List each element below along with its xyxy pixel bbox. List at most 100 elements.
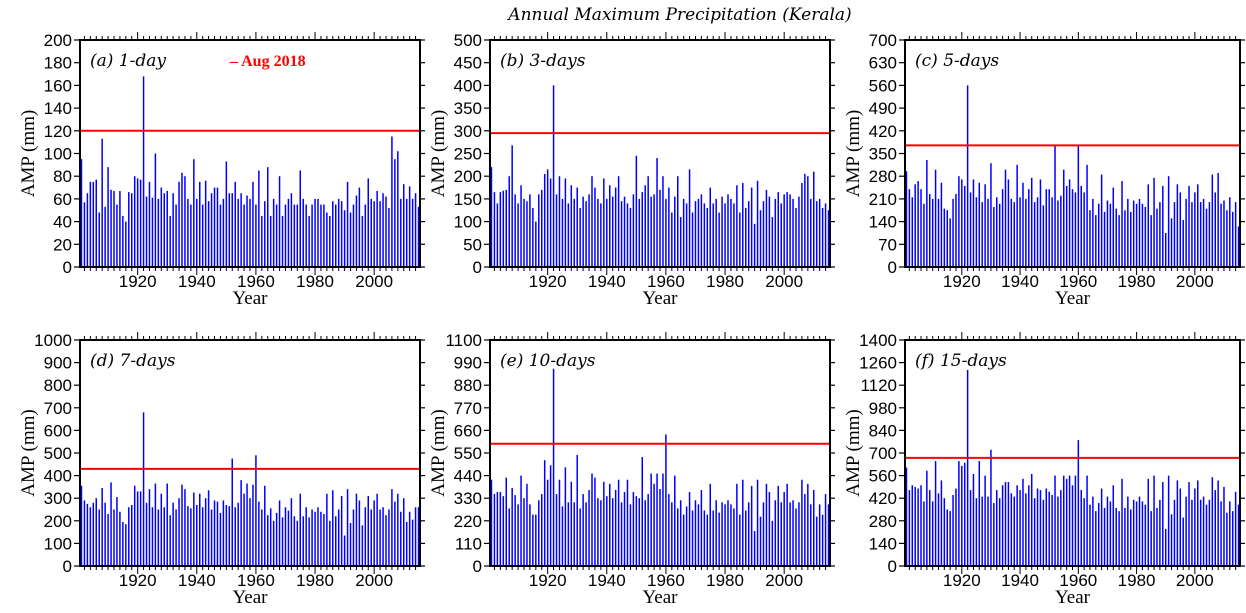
figure-title: Annual Maximum Precipitation (Kerala) xyxy=(506,5,851,25)
y-tick-label: 800 xyxy=(44,376,72,395)
y-tick-label: 990 xyxy=(454,354,482,373)
x-tick-label: 1980 xyxy=(296,571,334,590)
y-tick-label: 300 xyxy=(454,122,482,141)
y-tick-label: 140 xyxy=(869,534,897,553)
y-tick-label: 440 xyxy=(454,467,482,486)
x-axis: 1920 1940 1960 1980 2000 xyxy=(908,332,1237,590)
y-tick-label: 1260 xyxy=(859,354,897,373)
y-axis-label: AMP (mm) xyxy=(18,110,39,197)
x-tick-label: 1920 xyxy=(119,571,157,590)
x-axis: 1920 1940 1960 1980 2000 xyxy=(83,332,417,590)
x-tick-label: 1980 xyxy=(706,571,744,590)
y-tick-label: 160 xyxy=(44,76,72,95)
x-tick-label: 1960 xyxy=(647,571,685,590)
x-tick-label: 1940 xyxy=(178,571,216,590)
y-tick-label: 840 xyxy=(869,421,897,440)
y-axis-label: AMP (mm) xyxy=(18,409,39,496)
y-tick-label: 100 xyxy=(454,213,482,232)
x-tick-label: 1980 xyxy=(1118,571,1156,590)
y-tick-label: 490 xyxy=(869,99,897,118)
y-tick-label: 250 xyxy=(454,145,482,164)
y-axis-label: AMP (mm) xyxy=(843,110,864,197)
y-tick-label: 80 xyxy=(53,167,72,186)
x-axis-label: Year xyxy=(642,288,678,309)
y-tick-label: 280 xyxy=(869,167,897,186)
x-axis-label: Year xyxy=(232,288,268,309)
y-tick-label: 210 xyxy=(869,190,897,209)
bars xyxy=(490,368,830,566)
y-tick-label: 0 xyxy=(888,258,897,277)
x-tick-label: 2000 xyxy=(1176,272,1214,291)
x-axis-label: Year xyxy=(1055,587,1091,608)
x-tick-label: 2000 xyxy=(1176,571,1214,590)
y-tick-label: 560 xyxy=(869,467,897,486)
y-tick-label: 180 xyxy=(44,54,72,73)
y-tick-label: 420 xyxy=(869,122,897,141)
x-tick-label: 1960 xyxy=(647,272,685,291)
bars xyxy=(490,85,830,267)
y-tick-label: 0 xyxy=(473,557,482,576)
y-axis: 0 100 200 300 400 500 600 700 800 900 1000 xyxy=(34,331,425,576)
y-tick-label: 400 xyxy=(454,76,482,95)
y-tick-label: 70 xyxy=(878,235,897,254)
x-tick-label: 1960 xyxy=(1059,272,1097,291)
y-tick-label: 220 xyxy=(454,512,482,531)
y-tick-label: 200 xyxy=(44,31,72,50)
x-tick-label: 1920 xyxy=(119,272,157,291)
y-tick-label: 120 xyxy=(44,122,72,141)
y-tick-label: 350 xyxy=(869,145,897,164)
x-tick-label: 1940 xyxy=(178,272,216,291)
panel-label: (e) 10-days xyxy=(500,351,596,371)
x-axis: 1920 1940 1960 1980 2000 xyxy=(908,32,1237,291)
y-tick-label: 450 xyxy=(454,54,482,73)
x-axis-label: Year xyxy=(1055,288,1091,309)
panel-e: 0 110 220 330 440 550 660 770 880 990 1100 1920 1940… xyxy=(428,331,835,608)
y-tick-label: 60 xyxy=(53,190,72,209)
x-tick-label: 1940 xyxy=(588,571,626,590)
bars xyxy=(905,85,1240,267)
y-tick-label: 1000 xyxy=(34,331,72,350)
y-tick-label: 0 xyxy=(473,258,482,277)
y-tick-label: 280 xyxy=(869,512,897,531)
y-tick-label: 100 xyxy=(44,534,72,553)
x-axis: 1920 1940 1960 1980 2000 xyxy=(83,32,417,291)
panel-label: (f) 15-days xyxy=(915,351,1007,371)
y-tick-label: 770 xyxy=(454,399,482,418)
y-tick-label: 700 xyxy=(869,444,897,463)
y-axis: 0 20 40 60 80 100 120 140 160 180 200 xyxy=(44,31,425,277)
y-tick-label: 330 xyxy=(454,489,482,508)
y-tick-label: 50 xyxy=(463,235,482,254)
y-axis-label: AMP (mm) xyxy=(843,409,864,496)
y-tick-label: 100 xyxy=(44,145,72,164)
x-tick-label: 1940 xyxy=(1001,272,1039,291)
y-tick-label: 1100 xyxy=(445,331,482,350)
y-tick-label: 350 xyxy=(454,99,482,118)
y-axis: 0 70 140 210 280 350 420 490 560 630 700 xyxy=(869,31,1245,277)
bars xyxy=(905,369,1240,566)
x-tick-label: 1920 xyxy=(943,571,981,590)
panel-label: (c) 5-days xyxy=(915,51,999,71)
panel-d: 0 100 200 300 400 500 600 700 800 900 1000 1920 1940… xyxy=(18,331,425,608)
x-axis-label: Year xyxy=(642,587,678,608)
x-tick-label: 1920 xyxy=(529,571,567,590)
x-axis: 1920 1940 1960 1980 2000 xyxy=(493,32,827,291)
y-axis: 0 50 100 150 200 250 300 350 400 450 500 xyxy=(454,31,835,277)
x-tick-label: 2000 xyxy=(355,272,393,291)
y-tick-label: 660 xyxy=(454,421,482,440)
x-tick-label: 1920 xyxy=(943,272,981,291)
y-tick-label: 140 xyxy=(44,99,72,118)
y-tick-label: 630 xyxy=(869,54,897,73)
y-tick-label: 550 xyxy=(454,444,482,463)
y-tick-label: 300 xyxy=(44,489,72,508)
y-tick-label: 900 xyxy=(44,354,72,373)
x-tick-label: 2000 xyxy=(765,571,803,590)
y-tick-label: 560 xyxy=(869,76,897,95)
y-tick-label: 420 xyxy=(869,489,897,508)
bars xyxy=(80,412,420,566)
x-tick-label: 1920 xyxy=(529,272,567,291)
